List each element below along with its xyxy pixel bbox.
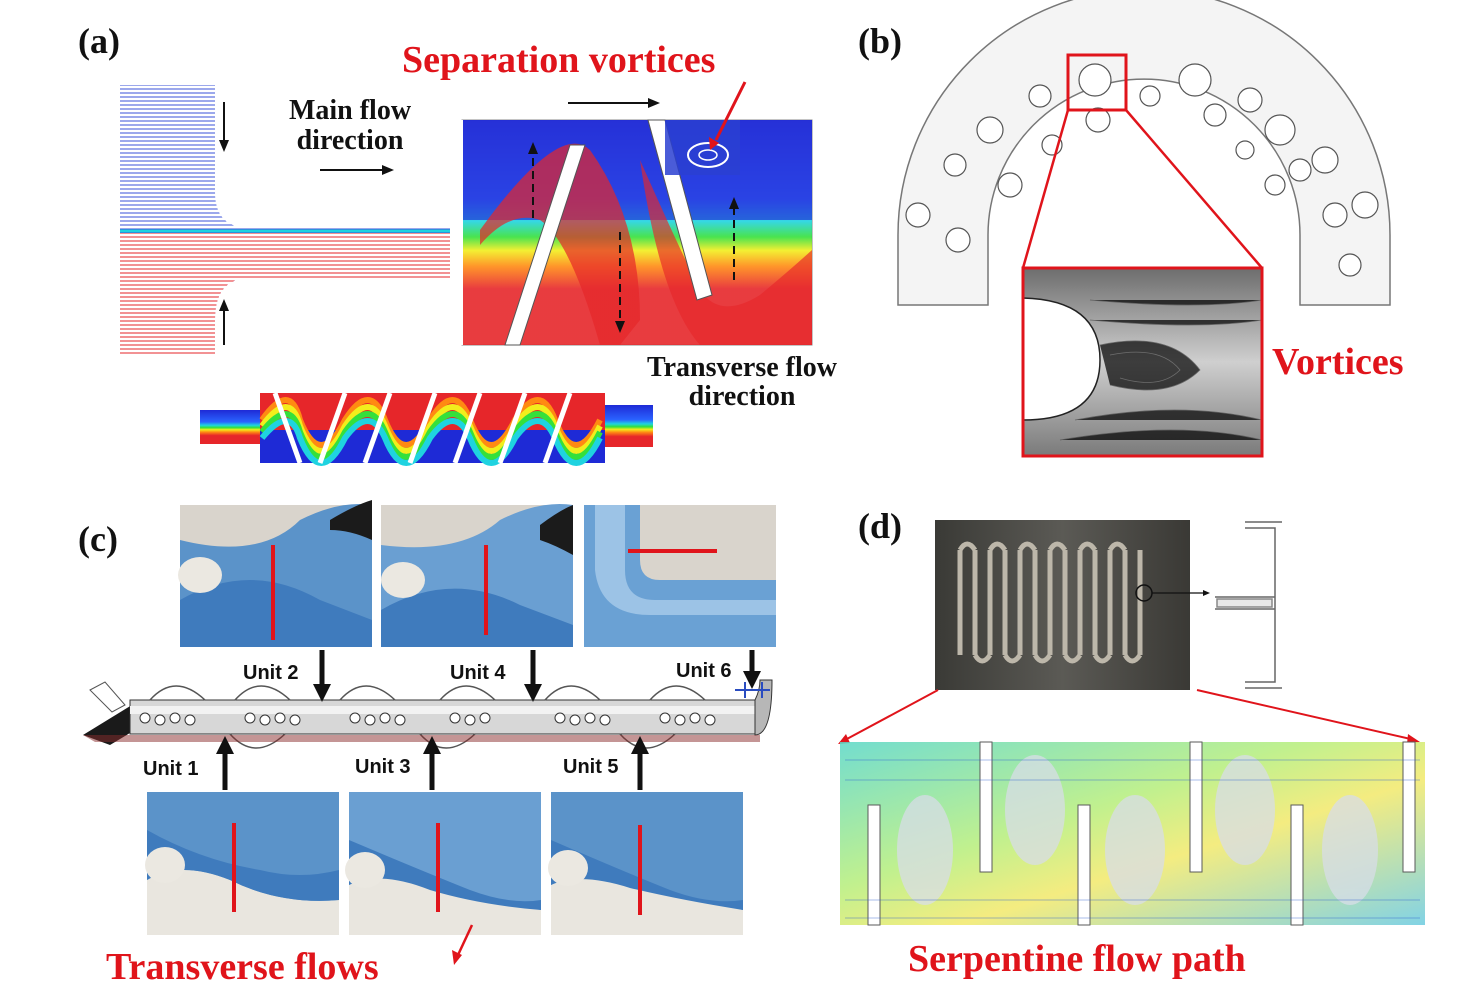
main-flow-line1: Main flow (288, 95, 412, 126)
panel-d-label: (d) (858, 506, 902, 546)
unit-3-label: Unit 3 (355, 756, 411, 778)
main-flow-line2: direction (296, 125, 404, 156)
transverse-line1: Transverse flow (647, 352, 837, 383)
dye-photo-unit3 (345, 792, 541, 935)
baffle-channel-strip (200, 392, 653, 466)
channel-detail-sketch (1212, 520, 1287, 689)
micromixer-channel (83, 679, 773, 749)
transverse-line2: direction (688, 381, 796, 412)
dye-photo-unit2 (178, 500, 372, 647)
serpentine-cfd (840, 741, 1425, 926)
transverse-flow-direction-label: Transverse flow direction (622, 352, 862, 413)
unit-2-label: Unit 2 (243, 662, 299, 684)
separation-vortices-label: Separation vortices (402, 39, 716, 81)
panel-b-label: (b) (858, 21, 902, 61)
panel-c-label: (c) (78, 519, 118, 559)
panel-b-graphics (897, 0, 1391, 458)
pillar-array (905, 63, 1379, 277)
serpentine-flow-path-label: Serpentine flow path (908, 938, 1246, 980)
transverse-flows-label: Transverse flows (106, 946, 379, 988)
unit-arrows (216, 650, 761, 790)
unit-5-label: Unit 5 (563, 756, 619, 778)
vortices-label: Vortices (1272, 341, 1404, 383)
t-junction-streamlines (120, 85, 450, 355)
dye-photo-unit1 (145, 792, 339, 935)
panel-c-graphics (83, 500, 776, 965)
unit-6-label: Unit 6 (676, 660, 732, 682)
unit-1-label: Unit 1 (143, 758, 199, 780)
dye-photo-unit5 (548, 792, 743, 935)
serpentine-chip-photo (935, 520, 1210, 690)
dye-photo-unit6 (584, 505, 776, 647)
panel-a-graphics (120, 81, 813, 466)
panel-a-label: (a) (78, 21, 120, 61)
unit-4-label: Unit 4 (450, 662, 506, 684)
panel-d-graphics (838, 520, 1425, 926)
vortex-zoom (1021, 266, 1264, 458)
main-flow-label: Main flow direction (275, 95, 425, 157)
baffle-unit (456, 81, 813, 346)
dye-photo-unit4 (381, 504, 573, 647)
